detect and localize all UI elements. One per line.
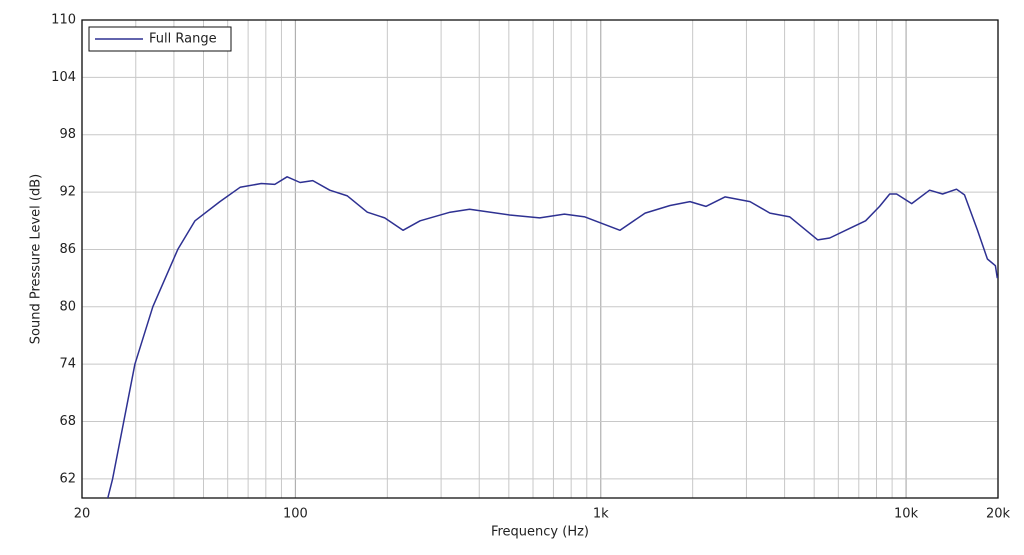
y-tick-label: 86 bbox=[59, 242, 76, 257]
x-tick-label: 20k bbox=[986, 507, 1011, 522]
legend-label: Full Range bbox=[149, 32, 217, 47]
plot-frame bbox=[81, 19, 999, 499]
y-tick-label: 80 bbox=[59, 299, 76, 314]
x-tick-label: 100 bbox=[283, 507, 308, 522]
y-tick-label: 74 bbox=[59, 357, 76, 372]
y-tick-label: 68 bbox=[59, 414, 76, 429]
y-tick-label: 62 bbox=[59, 471, 76, 486]
series-line bbox=[107, 176, 998, 498]
x-tick-label: 1k bbox=[593, 507, 609, 522]
y-tick-label: 110 bbox=[51, 13, 76, 28]
y-axis-label: Sound Pressure Level (dB) bbox=[29, 174, 44, 344]
x-axis-label: Frequency (Hz) bbox=[491, 525, 589, 540]
x-tick-label: 10k bbox=[894, 507, 919, 522]
y-tick-label: 98 bbox=[59, 127, 76, 142]
y-tick-label: 92 bbox=[59, 185, 76, 200]
y-tick-label: 104 bbox=[51, 70, 76, 85]
x-tick-label: 20 bbox=[74, 507, 91, 522]
